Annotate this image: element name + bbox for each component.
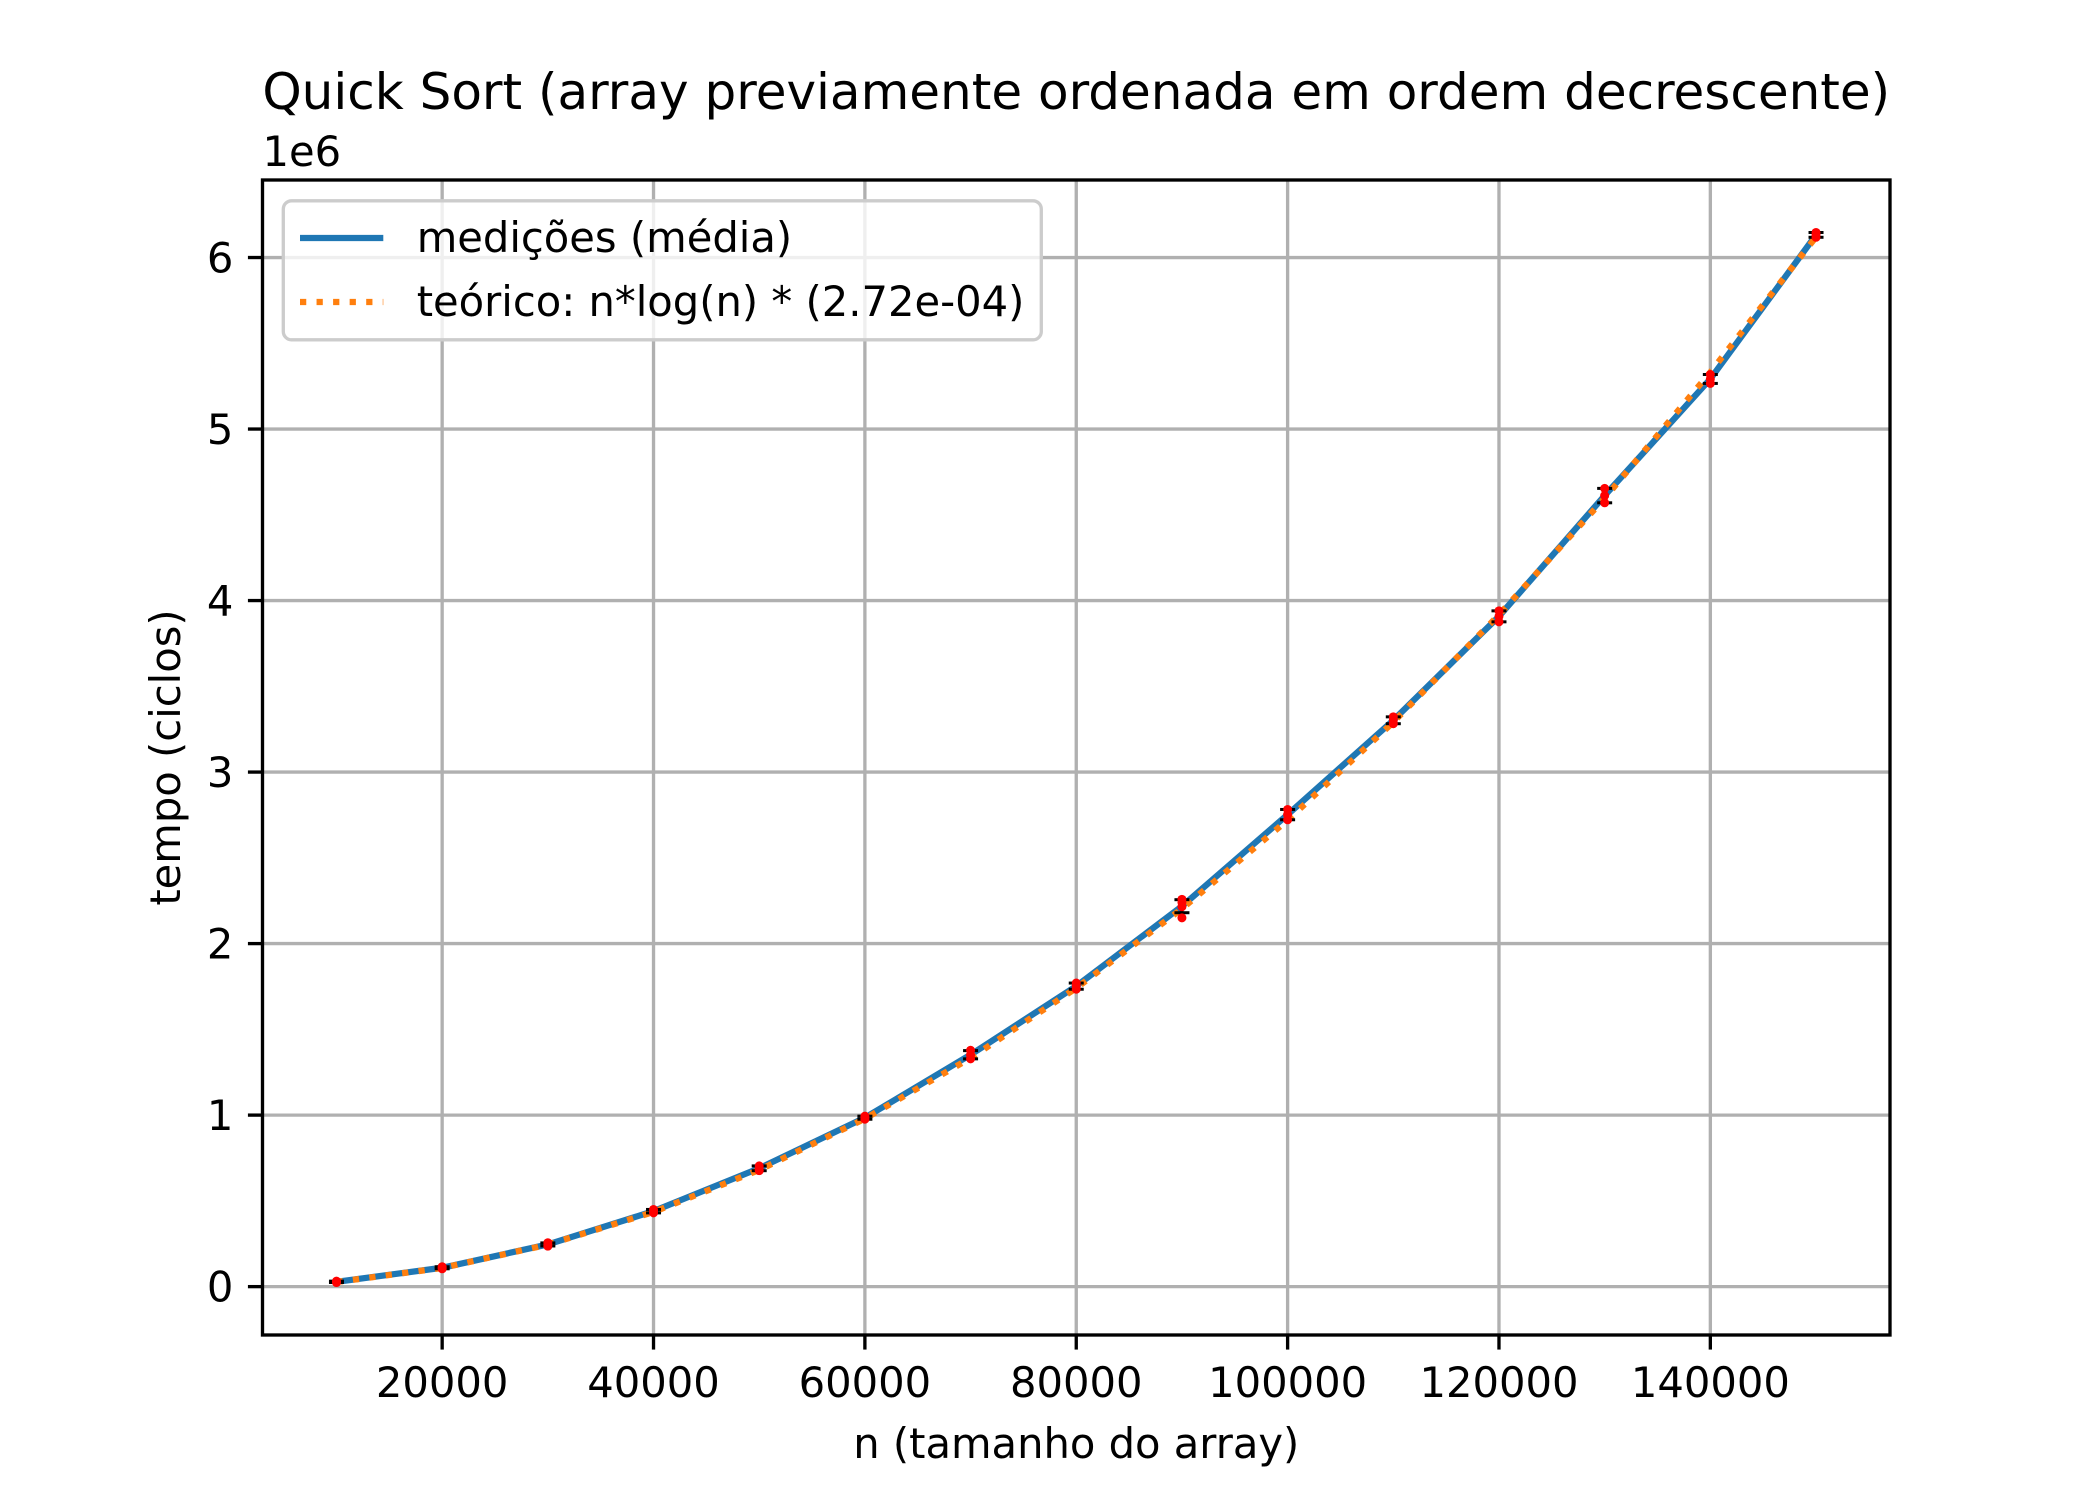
marks-layer	[328, 227, 1824, 1288]
ticks-layer: 20000 40000 60000 80000 100000 120000 140000 0 1…	[207, 234, 1790, 1407]
legend: medições (média) teórico: n*log(n) * (2.…	[281, 199, 1043, 342]
series-line-2	[336, 235, 1819, 1286]
sample-point	[1600, 498, 1610, 508]
legend-label-series-2: teórico: n*log(n) * (2.72e-04)	[417, 277, 1025, 326]
sample-point	[860, 1111, 870, 1121]
y-tick-label: 1	[207, 1091, 234, 1140]
x-axis-label: n (tamanho do array)	[853, 1419, 1299, 1468]
sample-point	[1494, 606, 1504, 616]
sample-point	[1177, 913, 1187, 923]
grid-layer	[262, 180, 1890, 1335]
sample-point	[1705, 370, 1715, 380]
x-tick-label: 60000	[799, 1358, 932, 1407]
x-tick-label: 100000	[1208, 1358, 1367, 1407]
sample-point	[543, 1238, 553, 1248]
sample-point	[1600, 483, 1610, 493]
sample-point	[331, 1276, 341, 1286]
x-tick-label: 40000	[587, 1358, 720, 1407]
x-tick-label: 120000	[1419, 1358, 1578, 1407]
y-tick-label: 3	[207, 748, 234, 797]
sample-point	[1600, 491, 1610, 501]
y-tick-label: 4	[207, 577, 234, 626]
y-offset-text: 1e6	[263, 127, 342, 176]
x-tick-label: 80000	[1010, 1358, 1143, 1407]
sample-point	[1177, 894, 1187, 904]
sample-point	[754, 1161, 764, 1171]
sample-point	[1283, 804, 1293, 814]
y-tick-label: 6	[207, 234, 234, 283]
y-tick-label: 5	[207, 405, 234, 454]
sample-point	[1388, 712, 1398, 722]
sample-point	[649, 1204, 659, 1214]
legend-frame	[281, 199, 1043, 342]
sample-point	[1811, 227, 1821, 237]
x-tick-label: 20000	[376, 1358, 509, 1407]
sample-point	[1071, 978, 1081, 988]
sample-point	[437, 1262, 447, 1272]
y-tick-label: 2	[207, 920, 234, 969]
x-tick-label: 140000	[1631, 1358, 1790, 1407]
y-tick-label: 0	[207, 1263, 234, 1312]
sample-point	[966, 1045, 976, 1055]
y-axis-label: tempo (ciclos)	[141, 609, 190, 905]
legend-label-series-1: medições (média)	[417, 213, 792, 262]
chart-title: Quick Sort (array previamente ordenada e…	[262, 63, 1890, 121]
